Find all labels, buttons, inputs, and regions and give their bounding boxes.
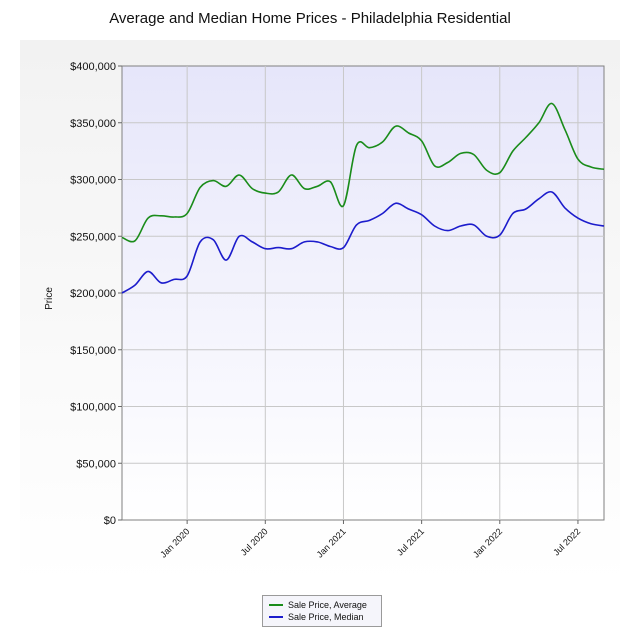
- y-tick-label: $50,000: [76, 458, 116, 470]
- y-tick-label: $250,000: [70, 231, 116, 243]
- x-tick-label: Jul 2020: [239, 526, 270, 557]
- chart-title: Average and Median Home Prices - Philade…: [109, 10, 511, 27]
- y-tick-label: $0: [104, 515, 116, 527]
- x-axis: Jan 2020 Jul 2020 Jan 2021 Jul 2021 Jan 2022…: [158, 520, 582, 560]
- series-line-median: [121, 190, 605, 294]
- y-tick-label: $400,000: [70, 61, 116, 73]
- y-tick-label: $100,000: [70, 402, 116, 414]
- legend-swatch-median: [269, 616, 283, 618]
- legend-label-median: Sale Price, Median: [288, 612, 364, 622]
- legend-swatch-average: [269, 604, 283, 606]
- y-axis: $0 $50,000 $100,000 $150,000 $200,000 $250,00…: [70, 61, 122, 527]
- y-tick-label: $150,000: [70, 345, 116, 357]
- y-tick-label: $300,000: [70, 175, 116, 187]
- legend: Sale Price, Average Sale Price, Median: [262, 595, 382, 627]
- x-tick-label: Jul 2021: [395, 526, 426, 557]
- y-tick-label: $200,000: [70, 288, 116, 300]
- legend-label-average: Sale Price, Average: [288, 600, 367, 610]
- gridlines: [122, 66, 604, 520]
- x-tick-label: Jul 2022: [551, 526, 582, 557]
- legend-item-average: Sale Price, Average: [269, 599, 367, 611]
- y-tick-label: $350,000: [70, 118, 116, 130]
- y-axis-label: Price: [43, 287, 55, 310]
- series-line-average: [121, 102, 605, 243]
- x-tick-label: Jan 2022: [471, 526, 504, 559]
- series-lines: [121, 102, 605, 294]
- x-tick-label: Jan 2021: [315, 526, 348, 559]
- x-tick-label: Jan 2020: [158, 526, 191, 559]
- legend-item-median: Sale Price, Median: [269, 611, 364, 623]
